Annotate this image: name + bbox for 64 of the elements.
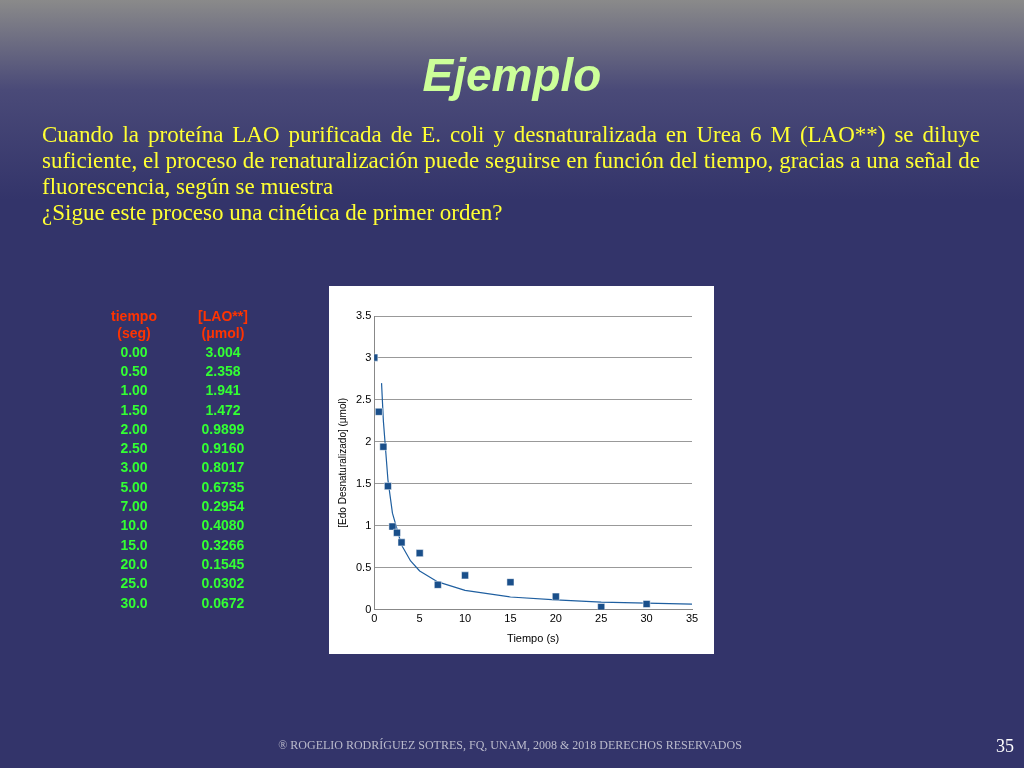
text: 2.50 bbox=[119, 439, 149, 458]
text: [LAO**] (μmol) bbox=[197, 308, 249, 342]
point bbox=[375, 408, 383, 416]
text: 2.00 bbox=[119, 419, 149, 439]
point bbox=[388, 522, 397, 531]
text: 0.6735 bbox=[200, 477, 246, 497]
text: 1.50 bbox=[119, 400, 149, 420]
x-tick-label: 30 bbox=[640, 612, 653, 625]
text: 10.0 bbox=[119, 516, 149, 535]
text: tiempo (seg) bbox=[110, 308, 158, 342]
x-tick-label: 35 bbox=[685, 612, 699, 625]
y-tick-label: 2.5 bbox=[355, 392, 372, 405]
text: 2.358 bbox=[204, 361, 242, 381]
point bbox=[434, 581, 442, 589]
x-tick-label: 5 bbox=[416, 612, 423, 625]
text: 3.004 bbox=[204, 342, 242, 362]
text: 30.0 bbox=[119, 593, 149, 613]
text: 0.9899 bbox=[200, 419, 246, 439]
x-axis-title: Tiempo (s) bbox=[507, 632, 560, 645]
text: 0.1545 bbox=[200, 554, 246, 574]
point bbox=[552, 592, 560, 601]
text: 0.8017 bbox=[200, 458, 246, 478]
chart-title: Ejemplo bbox=[421, 48, 603, 102]
point bbox=[597, 603, 606, 610]
y-tick-label: 0.5 bbox=[355, 560, 372, 573]
chart-subtitle: Cuando la proteína LAO purificada de E. coli y desnaturalizada en Urea 6 M (LAO**) se diluye suficiente, el proceso de renaturalización puede seguirse en función del tiempo, gracias a una señal de fluorescencia, según se muestra ¿Sigue este proceso una cinética de primer orden? bbox=[42, 122, 980, 226]
text: 0.3266 bbox=[200, 535, 246, 555]
text: 0.9160 bbox=[200, 439, 246, 458]
point bbox=[397, 538, 406, 547]
point bbox=[642, 600, 651, 608]
text: 35 bbox=[996, 736, 1014, 757]
point bbox=[461, 571, 469, 580]
x-tick-label: 20 bbox=[549, 612, 562, 625]
text: ® ROGELIO RODRÍGUEZ SOTRES, FQ, UNAM, 2008 & 2018 DERECHOS RESERVADOS bbox=[278, 738, 742, 752]
text: 25.0 bbox=[119, 574, 149, 593]
y-tick-label: 3.5 bbox=[355, 309, 372, 322]
x-tick-label: 10 bbox=[458, 612, 472, 625]
text: 0.0672 bbox=[200, 593, 246, 613]
text: 15.0 bbox=[119, 535, 149, 555]
text: 5.00 bbox=[119, 477, 149, 497]
point bbox=[379, 442, 388, 451]
text: 1.00 bbox=[119, 381, 149, 400]
y-tick-label: 1 bbox=[365, 518, 372, 531]
y-axis-title: [Edo Desnaturalizado] (μmol) bbox=[336, 397, 348, 528]
text: 1.472 bbox=[204, 400, 242, 420]
y-tick-label: 3 bbox=[365, 350, 372, 363]
text: 20.0 bbox=[119, 554, 149, 574]
text: 7.00 bbox=[119, 497, 149, 516]
x-tick-label: 15 bbox=[504, 612, 517, 625]
point bbox=[393, 528, 401, 537]
y-tick-label: 1.5 bbox=[355, 476, 372, 489]
point bbox=[506, 578, 515, 586]
text: 1.941 bbox=[204, 381, 242, 400]
text: 0.00 bbox=[119, 342, 149, 362]
text: 3.00 bbox=[119, 458, 149, 478]
text: 0.50 bbox=[119, 361, 149, 381]
point bbox=[384, 482, 392, 490]
text: 0.2954 bbox=[200, 497, 246, 516]
x-tick-label: 25 bbox=[595, 612, 608, 625]
y-tick-label: 0 bbox=[365, 602, 372, 615]
text: 0.4080 bbox=[200, 516, 246, 535]
text: 0.0302 bbox=[200, 574, 246, 593]
y-tick-label: 2 bbox=[365, 434, 372, 447]
point bbox=[415, 549, 424, 557]
